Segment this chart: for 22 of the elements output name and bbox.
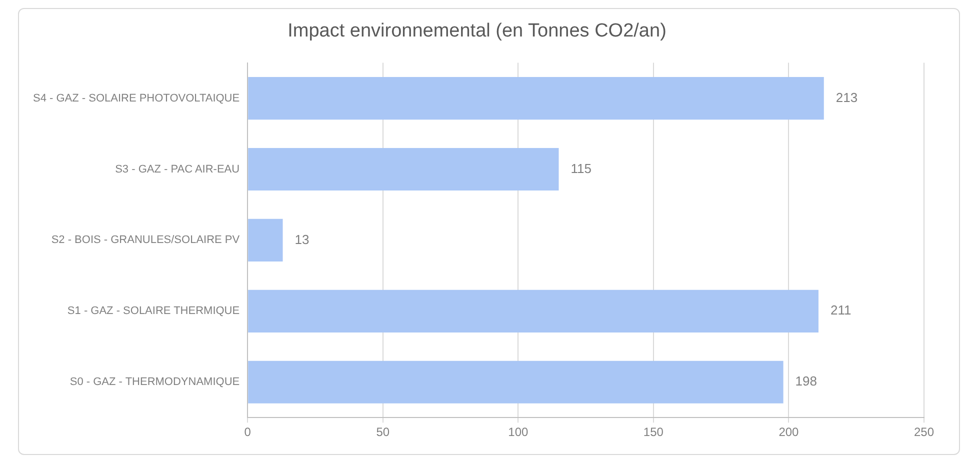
data-label: 211 (830, 302, 852, 318)
x-tick-label: 50 (376, 425, 390, 440)
bar (248, 76, 824, 120)
data-label: 13 (294, 232, 310, 247)
bar (248, 218, 283, 262)
y-tick-label: S1 - GAZ - SOLAIRE THERMIQUE (67, 305, 240, 318)
chart-title: Impact environnemental (en Tonnes CO2/an) (288, 20, 666, 42)
y-tick-label: S0 - GAZ - THERMODYNAMIQUE (70, 376, 240, 388)
y-tick-label: S4 - GAZ - SOLAIRE PHOTOVOLTAIQUE (32, 92, 240, 104)
y-tick-label: S3 - GAZ - PAC AIR-EAU (115, 163, 240, 176)
x-tick-label: 0 (244, 425, 252, 440)
x-tick-label: 100 (508, 425, 528, 440)
bar (248, 290, 818, 332)
data-label: 115 (570, 160, 592, 176)
x-tick-label: 250 (914, 425, 934, 440)
x-tick-label: 150 (643, 425, 664, 440)
bar (248, 360, 784, 404)
data-label: 198 (795, 374, 818, 389)
data-label: 213 (836, 90, 858, 105)
x-tick-label: 200 (778, 425, 800, 440)
y-tick-label: S2 - BOIS - GRANULES/SOLAIRE PV (51, 234, 240, 246)
bar (248, 148, 559, 191)
